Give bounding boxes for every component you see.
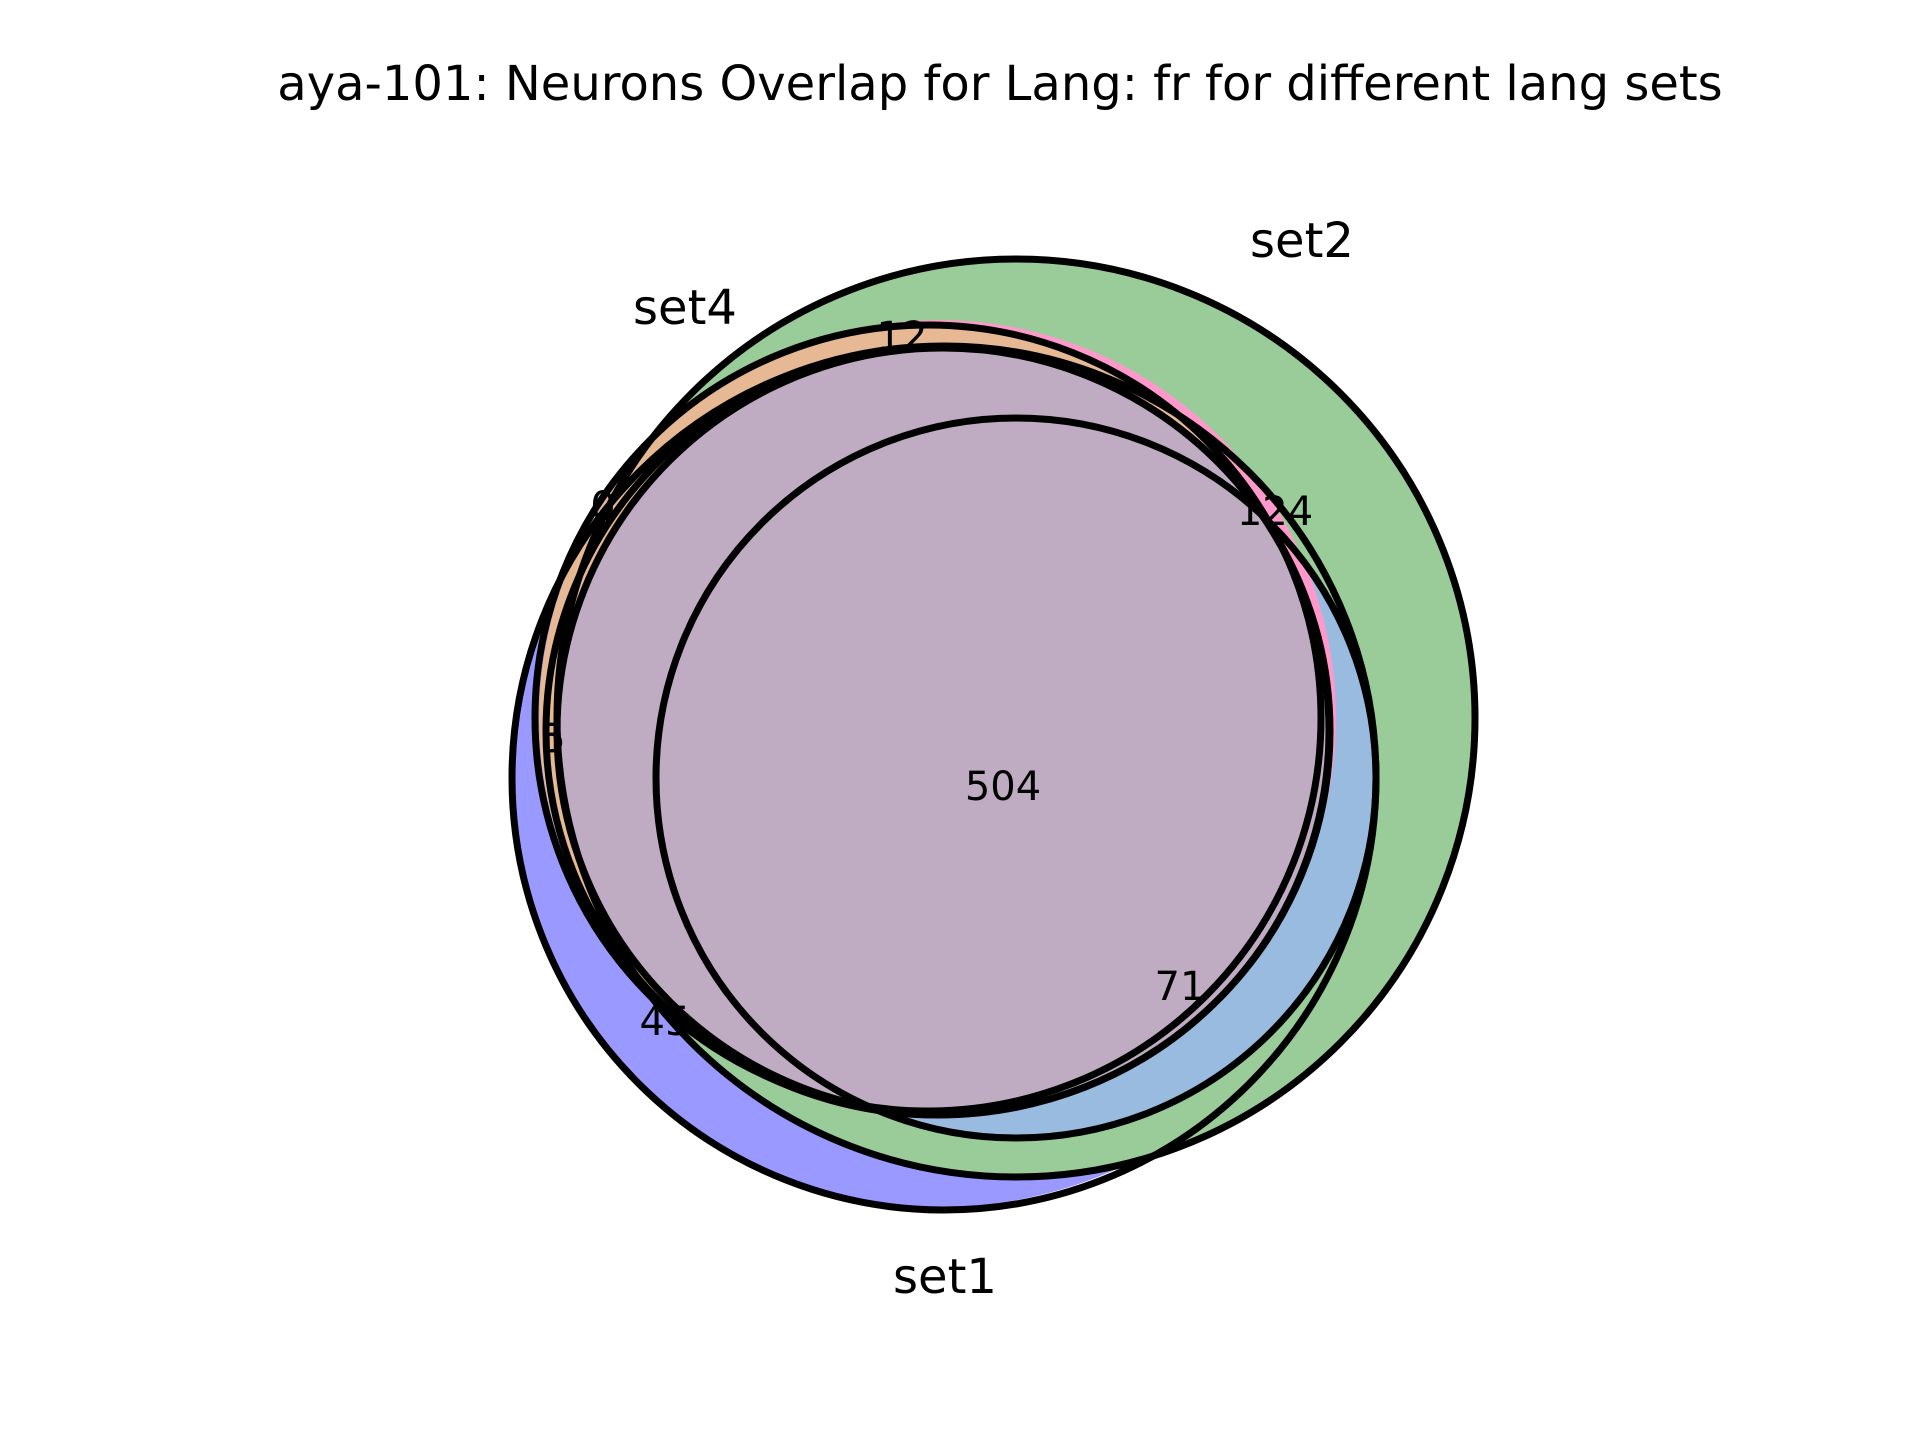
- region-all-sets-count: 504: [965, 764, 1041, 810]
- core-outline: [553, 344, 1333, 1118]
- venn-outlines: [508, 255, 1479, 1214]
- region-set2-set4-count: 12: [877, 314, 928, 360]
- set1-label: set1: [893, 1249, 997, 1305]
- region-set1-set2-set4-count: 124: [1237, 489, 1313, 535]
- chart-title: aya-101: Neurons Overlap for Lang: fr fo…: [277, 56, 1722, 112]
- set2-label: set2: [1250, 213, 1354, 269]
- set4-label: set4: [633, 280, 737, 336]
- all-sets-overlap-fill: [559, 348, 1329, 1114]
- region-edge-count: 5: [540, 716, 565, 762]
- region-set1-set2-set3-count: 71: [1155, 964, 1206, 1010]
- set1-inner-outline: [652, 414, 1380, 1142]
- region-tip-count: 0: [590, 484, 615, 530]
- region-set1-set3-count: 45: [640, 999, 691, 1045]
